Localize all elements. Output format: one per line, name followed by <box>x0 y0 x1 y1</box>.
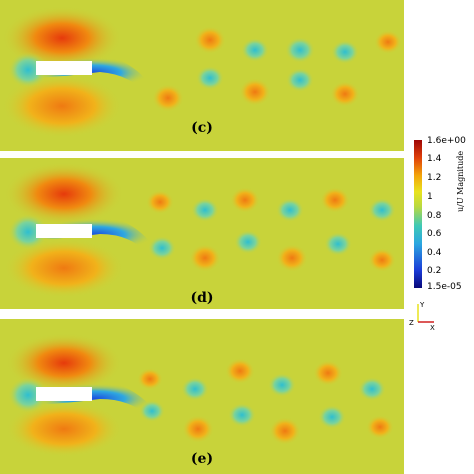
colorbar-tick-0-6: 0.6 <box>427 229 442 239</box>
colorbar-title: u/U Magnitude <box>456 150 465 212</box>
flow-field-panel-c: (c) <box>0 0 404 151</box>
colorbar-min-label: 1.5e-05 <box>427 282 462 292</box>
flow-field-panel-e: (e) <box>0 319 404 474</box>
colorbar-tick-1: 1 <box>427 192 433 202</box>
velocity-contour-e <box>0 319 404 474</box>
axis-y-label: Y <box>419 301 425 309</box>
cylinder-e <box>36 387 92 401</box>
axis-x-label: X <box>430 324 435 332</box>
velocity-contour-c <box>0 0 404 151</box>
cylinder-d <box>36 224 92 238</box>
flow-field-panel-d: (d) <box>0 158 404 309</box>
colorbar-tick-0-4: 0.4 <box>427 248 442 258</box>
velocity-contour-d <box>0 158 404 309</box>
colorbar-gradient <box>414 140 422 288</box>
cylinder-c <box>36 61 92 75</box>
colorbar-tick-0-8: 0.8 <box>427 211 442 221</box>
colorbar-tick-0-2: 0.2 <box>427 266 442 276</box>
colorbar-tick-1-4: 1.4 <box>427 154 442 164</box>
axis-z-label: Z <box>409 319 414 327</box>
colorbar-max-label: 1.6e+00 <box>427 136 466 146</box>
colorbar-tick-1-2: 1.2 <box>427 173 442 183</box>
axes-orientation-icon: Y Z X <box>409 301 435 332</box>
